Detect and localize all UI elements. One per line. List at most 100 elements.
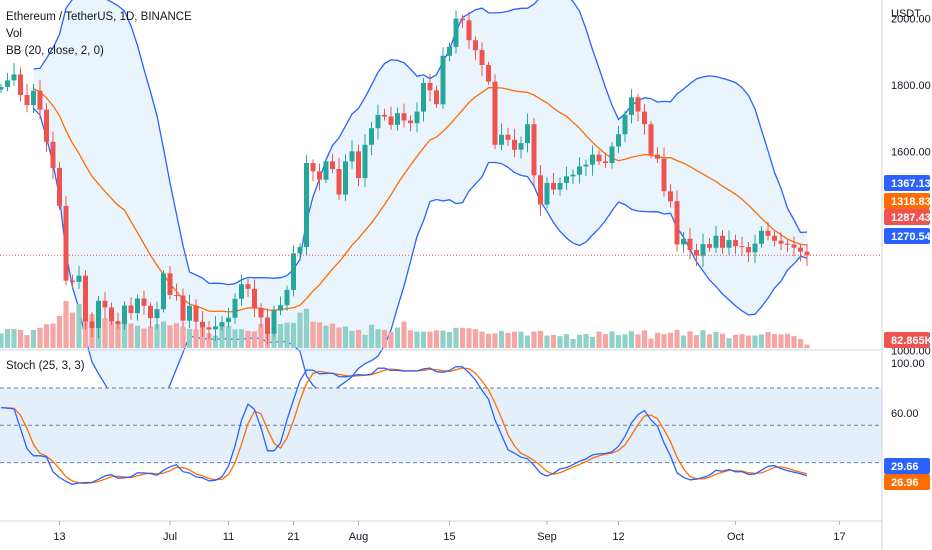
candle <box>648 120 654 159</box>
volume-bar <box>635 334 641 348</box>
candle-body <box>512 139 517 150</box>
candle-body <box>577 166 582 175</box>
candle-body <box>5 80 10 87</box>
volume-bar <box>0 333 4 348</box>
candle <box>291 245 296 297</box>
candle-body <box>382 114 387 117</box>
chart-title[interactable]: Ethereum / TetherUS, 1D, BINANCE <box>6 11 192 23</box>
candle <box>24 84 30 113</box>
volume-bar <box>141 328 147 348</box>
candle-body <box>785 243 790 245</box>
candle-body <box>122 305 127 325</box>
candle <box>96 295 101 338</box>
candle <box>642 103 647 135</box>
candle-body <box>661 158 667 192</box>
candle-body <box>128 305 134 314</box>
volume-bar <box>570 339 576 348</box>
volume-bar <box>518 331 524 348</box>
volume-bar <box>563 334 570 348</box>
volume-bar <box>537 330 544 348</box>
volume-bar <box>375 329 381 348</box>
candle <box>369 121 374 156</box>
price-tag-text: 1270.54 <box>891 231 932 243</box>
candle-body <box>278 305 283 311</box>
candle <box>778 232 784 251</box>
candle-body <box>804 251 810 256</box>
stoch-k-tag-text: 29.66 <box>891 461 919 473</box>
volume-bar <box>648 338 654 348</box>
candle <box>544 177 550 209</box>
volume-tag: 82.865K <box>884 332 932 348</box>
volume-bar <box>752 335 758 348</box>
volume-legend[interactable]: Vol <box>6 28 22 40</box>
time-tick-label: Sep <box>537 531 557 543</box>
price-tick-label: 2000.00 <box>891 14 931 26</box>
candle <box>148 302 153 328</box>
price-tag: 1367.13 <box>884 175 931 191</box>
candle-body <box>356 151 361 178</box>
candle <box>70 274 75 288</box>
candle <box>434 85 439 108</box>
candle-body <box>323 161 329 180</box>
candle <box>284 285 290 311</box>
candle-body <box>505 134 511 140</box>
candle <box>128 297 134 320</box>
volume-bar <box>479 331 485 348</box>
candle <box>616 125 621 154</box>
volume-bar <box>206 333 212 348</box>
stoch-legend[interactable]: Stoch (25, 3, 3) <box>6 360 85 372</box>
candle-body <box>687 238 693 251</box>
price-tag-text: 1367.13 <box>891 178 931 190</box>
candle <box>252 279 257 318</box>
candle-body <box>414 111 420 124</box>
time-tick-label: 12 <box>612 531 624 543</box>
candle-body <box>746 247 751 253</box>
candle-body <box>544 183 550 205</box>
candle-body <box>739 246 745 248</box>
bb-upper-line <box>33 0 808 286</box>
volume-bar <box>323 325 329 348</box>
candle <box>421 78 426 122</box>
stochastic-pane <box>0 365 882 485</box>
volume-bar <box>69 312 76 348</box>
candle <box>388 106 394 130</box>
volume-bar <box>511 331 518 348</box>
stoch-d-tag-text: 26.96 <box>891 477 919 489</box>
volume-bar <box>43 324 50 348</box>
candle-body <box>564 176 569 183</box>
bb-fill <box>33 0 807 420</box>
volume-bar <box>212 335 219 348</box>
volume-bar <box>394 327 401 348</box>
candle-body <box>343 161 348 195</box>
volume-bar <box>661 334 667 348</box>
volume-bar <box>355 329 362 348</box>
candle <box>460 14 465 28</box>
price-tags: 1367.13 1318.83 1287.43 1270.54 82.865K 29.66… <box>884 175 932 490</box>
volume-bar <box>609 331 615 348</box>
volume-bar <box>368 324 375 348</box>
candle <box>492 74 498 150</box>
candle <box>219 316 225 331</box>
candle-body <box>83 275 88 322</box>
volume-bar <box>550 334 557 348</box>
volume-bar <box>24 335 30 348</box>
candle-body <box>401 113 407 121</box>
price-tag: 1318.83 <box>884 193 931 209</box>
volume-bar <box>154 324 160 348</box>
candle <box>76 266 82 289</box>
candle-body <box>447 46 452 56</box>
candle-body <box>629 97 634 115</box>
candle-body <box>759 230 764 244</box>
price-tag: 1287.43 <box>884 209 931 225</box>
candle <box>531 117 537 186</box>
volume-bar <box>726 338 732 348</box>
volume-bar <box>134 325 141 348</box>
time-tick-label: Jul <box>163 531 177 543</box>
candle-body <box>427 83 433 91</box>
bb-legend[interactable]: BB (20, close, 2, 0) <box>6 45 104 57</box>
volume-bar <box>108 316 115 348</box>
volume-bar <box>459 327 466 348</box>
candle-body <box>713 235 719 248</box>
candle-body <box>694 250 699 256</box>
